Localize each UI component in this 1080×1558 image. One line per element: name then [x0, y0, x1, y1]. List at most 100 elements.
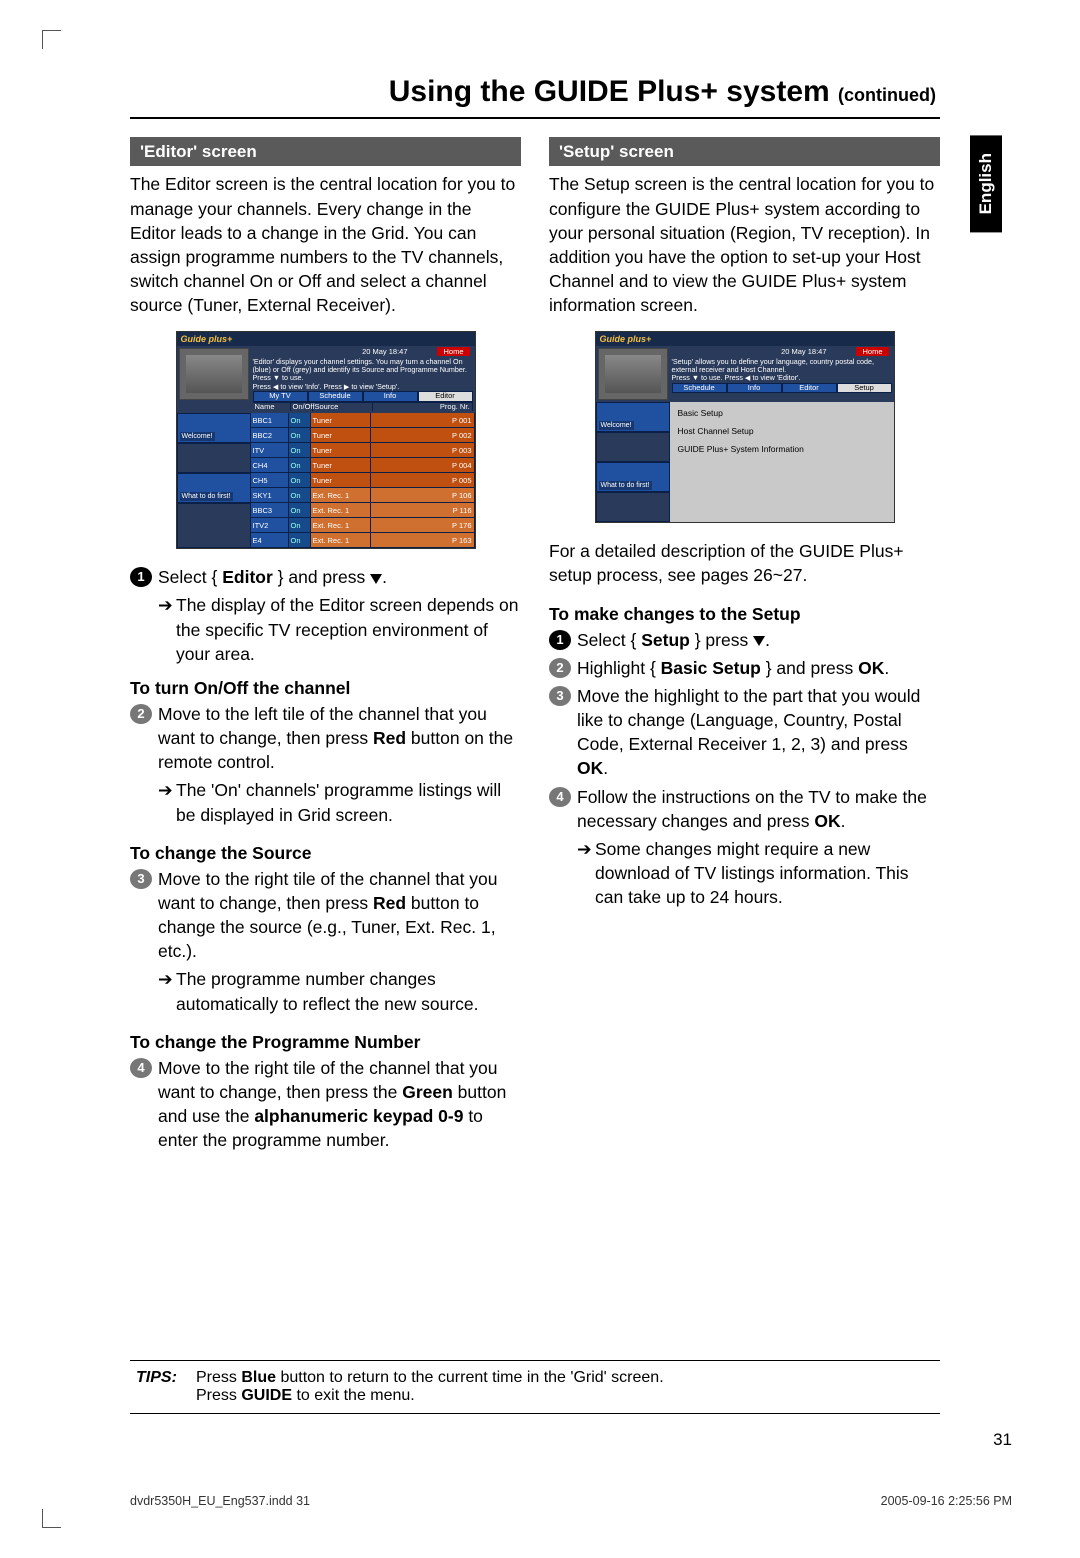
tv-desc-1: 'Setup' allows you to define your langua…: [672, 358, 892, 375]
sub-heading-onoff: To turn On/Off the channel: [130, 676, 521, 700]
tv-hdr-cell: On/Off: [291, 403, 313, 412]
tips-box: TIPS: Press Blue button to return to the…: [130, 1360, 940, 1414]
tv-tab-selected: Editor: [418, 391, 473, 402]
tv-grid-row: BBC1OnTunerP 001: [251, 413, 475, 428]
tv-tab: Schedule: [308, 391, 363, 402]
tips-body: Press Blue button to return to the curre…: [196, 1369, 664, 1405]
down-arrow-icon: [753, 636, 765, 646]
tv-info-panel: 20 May 18:47 Home 'Setup' allows you to …: [670, 346, 894, 402]
tv-setup-item: Host Channel Setup: [678, 426, 886, 438]
tv-setup-item: GUIDE Plus+ System Information: [678, 444, 886, 456]
tv-header-row: Name On/Off Source Prog. Nr.: [253, 402, 473, 412]
right-column: 'Setup' screen The Setup screen is the c…: [549, 137, 940, 1156]
text: } and press: [273, 567, 370, 587]
sub-heading-prognum: To change the Programme Number: [130, 1030, 521, 1054]
tv-grid-row: SKY1OnExt. Rec. 1P 106: [251, 488, 475, 503]
tv-logo: Guide plus+: [596, 332, 894, 346]
tv-grid-row: BBC3OnExt. Rec. 1P 116: [251, 503, 475, 518]
text-bold: Red: [373, 728, 406, 748]
text: } press: [690, 630, 753, 650]
tv-grid-row: ITV2OnExt. Rec. 1P 176: [251, 518, 475, 533]
editor-intro: The Editor screen is the central locatio…: [130, 172, 521, 317]
editor-section-bar: 'Editor' screen: [130, 137, 521, 166]
text: The 'On' channels' programme listings wi…: [176, 778, 521, 826]
editor-step-1: 1 Select { Editor } and press .: [130, 565, 521, 589]
step-bullet-1: 1: [549, 630, 571, 650]
tv-grid-row: BBC2OnTunerP 002: [251, 428, 475, 443]
tv-desc-2: Press ▼ to use. Press ◀ to view 'Editor'…: [672, 374, 892, 382]
result-arrow-icon: ➔: [158, 778, 176, 826]
tv-setup-list: Basic Setup Host Channel Setup GUIDE Plu…: [670, 402, 894, 522]
step-body: Move to the right tile of the channel th…: [158, 867, 521, 964]
tv-grid: BBC1OnTunerP 001BBC2OnTunerP 002ITVOnTun…: [251, 413, 475, 548]
page-number: 31: [993, 1430, 1012, 1450]
tv-side-label: What to do first!: [180, 492, 233, 502]
step-bullet-4: 4: [549, 787, 571, 807]
setup-step-3: 3 Move the highlight to the part that yo…: [549, 684, 940, 781]
tv-hdr-cell: Name: [253, 403, 291, 412]
tv-side-label: Welcome!: [599, 421, 634, 431]
text: Move the highlight to the part that you …: [577, 686, 920, 754]
text-bold: OK: [814, 811, 840, 831]
tips-line-2: Press GUIDE to exit the menu.: [196, 1387, 664, 1405]
tv-side-row: Welcome!: [177, 413, 251, 443]
step-body: Move the highlight to the part that you …: [577, 684, 940, 781]
editor-step-2: 2 Move to the left tile of the channel t…: [130, 702, 521, 774]
tv-tab-selected: Setup: [837, 383, 892, 394]
text-bold: Basic Setup: [661, 658, 761, 678]
step-bullet-4: 4: [130, 1058, 152, 1078]
editor-step-3-result: ➔The programme number changes automatica…: [130, 967, 521, 1015]
text: Press: [196, 1369, 241, 1386]
step-bullet-3: 3: [130, 869, 152, 889]
title-continued: (continued): [838, 85, 936, 105]
setup-step-4-result: ➔Some changes might require a new downlo…: [549, 837, 940, 909]
tv-tab: Editor: [782, 383, 837, 394]
step-bullet-3: 3: [549, 686, 571, 706]
result-arrow-icon: ➔: [158, 593, 176, 665]
text: The display of the Editor screen depends…: [176, 593, 521, 665]
columns: 'Editor' screen The Editor screen is the…: [130, 137, 940, 1156]
tv-side-row: What to do first!: [177, 473, 251, 503]
footer-left: dvdr5350H_EU_Eng537.indd 31: [130, 1494, 310, 1508]
sub-heading-source: To change the Source: [130, 841, 521, 865]
text: button to return to the current time in …: [276, 1369, 664, 1386]
tips-label: TIPS:: [136, 1369, 196, 1405]
editor-step-3: 3 Move to the right tile of the channel …: [130, 867, 521, 964]
step-bullet-2: 2: [549, 658, 571, 678]
page-content: Using the GUIDE Plus+ system (continued)…: [130, 75, 940, 1156]
tv-desc-2: Press ◀ to view 'Info'. Press ▶ to view …: [253, 383, 473, 391]
tv-side-row: [596, 492, 670, 522]
tv-side-label: Welcome!: [180, 432, 215, 442]
tv-tabs: Schedule Info Editor Setup: [672, 383, 892, 394]
tv-grid-row: CH5OnTunerP 005: [251, 473, 475, 488]
left-column: 'Editor' screen The Editor screen is the…: [130, 137, 521, 1156]
text-bold: GUIDE: [241, 1387, 292, 1404]
step-bullet-2: 2: [130, 704, 152, 724]
editor-tv-mock: Guide plus+ 20 May 18:47 Home 'Editor' d…: [176, 331, 476, 549]
tv-tab: Info: [363, 391, 418, 402]
step-body: Highlight { Basic Setup } and press OK.: [577, 656, 940, 680]
step-body: Move to the left tile of the channel tha…: [158, 702, 521, 774]
result-arrow-icon: ➔: [158, 967, 176, 1015]
title-main: Using the GUIDE Plus+ system: [389, 75, 838, 108]
tv-tab: My TV: [253, 391, 308, 402]
step-bullet-1: 1: [130, 567, 152, 587]
text-bold: alphanumeric keypad 0-9: [254, 1106, 463, 1126]
down-arrow-icon: [370, 574, 382, 584]
tv-thumbnail: [179, 348, 249, 400]
text-bold: Blue: [241, 1369, 276, 1386]
result-arrow-icon: ➔: [577, 837, 595, 909]
footer-right: 2005-09-16 2:25:56 PM: [881, 1494, 1012, 1508]
tv-hdr-cell: Source: [313, 403, 373, 412]
tv-home-badge: Home: [437, 347, 469, 356]
tv-grid-row: CH4OnTunerP 004: [251, 458, 475, 473]
editor-step-4: 4 Move to the right tile of the channel …: [130, 1056, 521, 1153]
tv-side-row: What to do first!: [596, 462, 670, 492]
setup-intro: The Setup screen is the central location…: [549, 172, 940, 317]
editor-step-2-result: ➔The 'On' channels' programme listings w…: [130, 778, 521, 826]
setup-section-bar: 'Setup' screen: [549, 137, 940, 166]
setup-step-4: 4 Follow the instructions on the TV to m…: [549, 785, 940, 833]
step-body: Follow the instructions on the TV to mak…: [577, 785, 940, 833]
footer: dvdr5350H_EU_Eng537.indd 31 2005-09-16 2…: [130, 1494, 1012, 1508]
text: } and press: [761, 658, 858, 678]
